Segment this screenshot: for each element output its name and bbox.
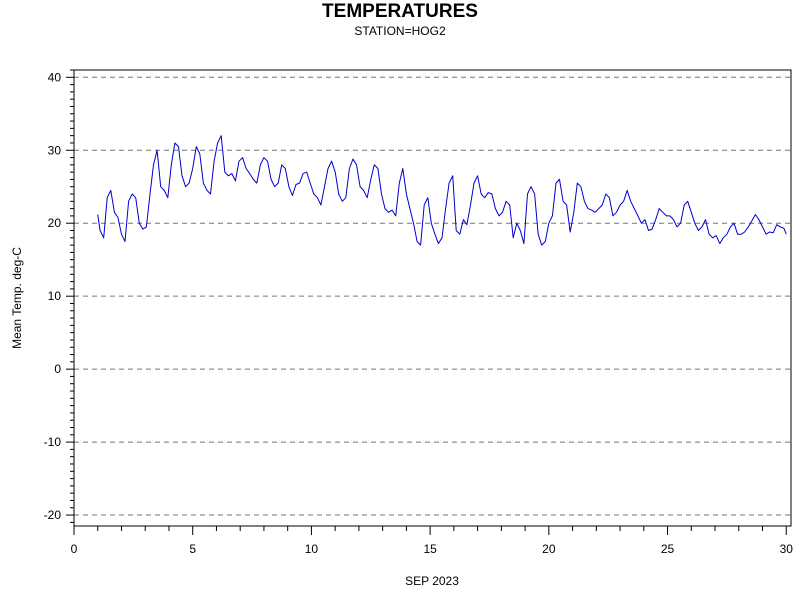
series-layer [97, 135, 787, 246]
x-tick-label: 10 [305, 542, 319, 556]
x-tick-label: 15 [423, 542, 437, 556]
series-line [97, 135, 787, 246]
y-tick-label: 40 [48, 70, 62, 84]
y-tick-label: 0 [54, 362, 61, 376]
y-tick-label: -10 [44, 435, 62, 449]
x-tick-label: 20 [542, 542, 556, 556]
x-axis-label: SEP 2023 [405, 574, 459, 588]
y-tick-label: -20 [44, 508, 62, 522]
y-tick-label: 20 [48, 216, 62, 230]
x-tick-label: 0 [71, 542, 78, 556]
chart-subtitle: STATION=HOG2 [354, 24, 446, 38]
y-tick-label: 30 [48, 143, 62, 157]
y-axis-label: Mean Temp. deg-C [10, 247, 24, 349]
x-axis: 0 5 10 15 20 25 30 [71, 526, 794, 556]
plot-frame [73, 69, 792, 527]
y-axis: -20 -10 0 10 20 30 40 [44, 69, 74, 523]
x-tick-label: 25 [661, 542, 675, 556]
y-tick-label: 10 [48, 289, 62, 303]
x-tick-label: 30 [780, 542, 794, 556]
x-tick-label: 5 [189, 542, 196, 556]
chart-title: TEMPERATURES [322, 1, 478, 22]
gridlines [74, 76, 791, 516]
